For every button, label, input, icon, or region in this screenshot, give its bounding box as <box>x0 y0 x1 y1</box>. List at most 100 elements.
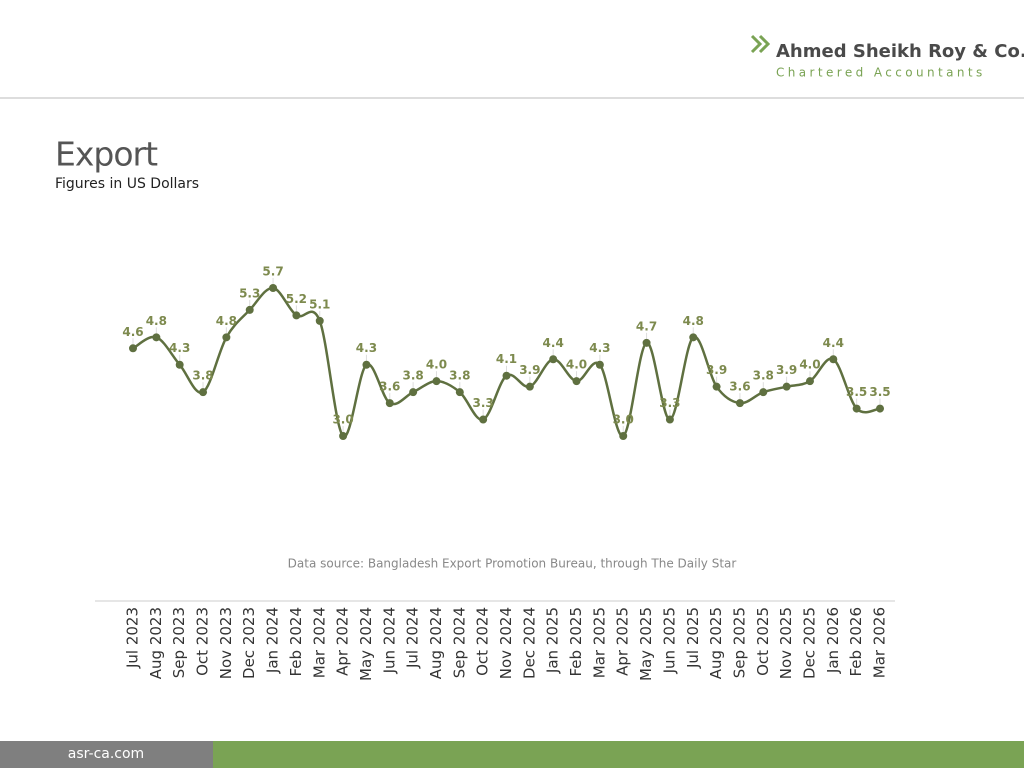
x-tick-label: Mar 2025 <box>590 607 608 678</box>
data-label: 4.7 <box>636 319 657 333</box>
data-point <box>455 388 464 397</box>
x-tick-label: Oct 2024 <box>474 607 492 676</box>
data-point <box>852 404 861 413</box>
data-label: 4.1 <box>496 352 517 366</box>
x-tick-label: Jun 2024 <box>380 607 398 674</box>
data-label: 3.0 <box>332 413 353 427</box>
data-point <box>712 382 721 391</box>
x-tick-label: Dec 2025 <box>800 607 818 679</box>
chart-title: Export <box>55 135 158 174</box>
data-point <box>385 399 394 408</box>
x-tick-label: Nov 2024 <box>497 607 515 679</box>
data-point <box>829 355 838 364</box>
data-point <box>152 333 161 342</box>
footer-right <box>213 741 1024 768</box>
x-tick-label: Jul 2023 <box>124 607 142 669</box>
company-name: Ahmed Sheikh Roy & Co. <box>776 41 1024 62</box>
data-label: 5.7 <box>262 265 283 279</box>
data-label: 5.3 <box>239 286 260 300</box>
x-tick-label: Sep 2025 <box>730 607 748 678</box>
logo-mark <box>750 34 771 54</box>
data-point <box>595 360 604 369</box>
data-point <box>339 432 348 440</box>
data-point <box>572 377 581 386</box>
data-label: 4.4 <box>543 336 564 350</box>
data-point <box>269 284 278 292</box>
data-label: 5.1 <box>309 297 330 311</box>
data-point <box>642 338 651 347</box>
data-point <box>199 388 208 397</box>
data-point <box>805 377 814 386</box>
data-label: 4.4 <box>823 336 844 350</box>
x-tick-label: Jan 2024 <box>264 607 282 674</box>
plot: Jul 2023 Aug 2023 Sep 2023 Oct 2023 Nov 2023… <box>122 265 890 681</box>
footer-left <box>0 741 213 768</box>
x-tick-label: Jan 2026 <box>824 607 842 674</box>
x-tick-label: May 2024 <box>357 607 375 681</box>
chart-subtitle: Figures in US Dollars <box>55 176 199 192</box>
company-tagline: Chartered Accountants <box>776 66 986 80</box>
series-line <box>132 286 881 438</box>
x-tick-label: Dec 2023 <box>240 607 258 679</box>
data-label: 3.6 <box>379 380 400 394</box>
data-point <box>479 415 488 424</box>
data-point <box>759 388 768 397</box>
data-point <box>315 316 324 325</box>
x-tick-label: Dec 2024 <box>520 607 538 679</box>
data-point <box>362 360 371 369</box>
x-tick-label: Feb 2026 <box>847 607 865 677</box>
data-label: 4.3 <box>589 341 610 355</box>
data-point <box>735 399 744 408</box>
data-label: 4.8 <box>683 314 704 328</box>
x-tick-label: Apr 2024 <box>334 607 352 676</box>
data-point <box>876 404 884 413</box>
data-point <box>175 360 184 369</box>
x-tick-label: Mar 2024 <box>310 607 328 678</box>
data-point <box>245 305 254 314</box>
data-label: 3.8 <box>753 369 774 383</box>
data-label: 4.6 <box>122 325 143 339</box>
data-point <box>129 344 137 353</box>
data-label: 3.8 <box>192 369 213 383</box>
source-note: Data source: Bangladesh Export Promotion… <box>288 557 737 571</box>
data-label: 3.5 <box>846 385 867 399</box>
data-label: 3.3 <box>659 396 680 410</box>
x-tick-label: Jan 2025 <box>544 607 562 674</box>
data-label: 3.5 <box>869 385 890 399</box>
data-label: 3.9 <box>519 363 540 377</box>
data-label: 4.8 <box>146 314 167 328</box>
data-point <box>525 382 534 391</box>
data-point <box>292 311 301 320</box>
x-tick-label: Sep 2023 <box>170 607 188 678</box>
x-tick-label: Aug 2023 <box>147 607 165 679</box>
data-label: 3.8 <box>449 369 470 383</box>
data-point <box>689 333 698 342</box>
data-point <box>665 415 674 424</box>
data-label: 4.3 <box>169 341 190 355</box>
data-label: 3.0 <box>613 413 634 427</box>
x-tick-label: Apr 2025 <box>614 607 632 676</box>
data-label: 4.0 <box>566 358 587 372</box>
x-tick-label: Feb 2024 <box>287 607 305 677</box>
data-point <box>502 371 511 380</box>
data-label: 3.8 <box>402 369 423 383</box>
data-label: 4.3 <box>356 341 377 355</box>
x-tick-label: Jul 2024 <box>404 607 422 669</box>
data-label: 3.9 <box>706 363 727 377</box>
data-label: 5.2 <box>286 292 307 306</box>
data-point <box>222 333 231 342</box>
x-tick-label: Oct 2025 <box>754 607 772 676</box>
data-label: 3.6 <box>729 380 750 394</box>
x-tick-label: Nov 2023 <box>217 607 235 679</box>
data-point <box>409 388 418 397</box>
x-tick-label: Sep 2024 <box>450 607 468 678</box>
data-point <box>782 382 791 391</box>
data-label: 4.0 <box>799 358 820 372</box>
data-label: 4.0 <box>426 358 447 372</box>
data-point <box>549 355 558 364</box>
x-tick-label: May 2025 <box>637 607 655 681</box>
x-tick-label: Aug 2024 <box>427 607 445 679</box>
data-label: 3.3 <box>473 396 494 410</box>
x-tick-label: Nov 2025 <box>777 607 795 679</box>
